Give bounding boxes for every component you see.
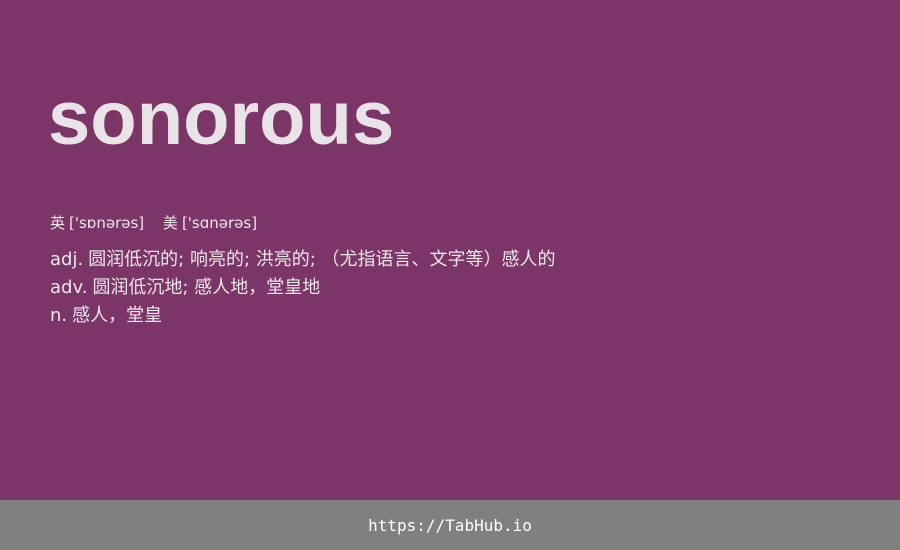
definition-pos: adv.	[50, 277, 88, 298]
phonetic-us-ipa: ['sɑnərəs]	[181, 214, 258, 232]
phonetic-uk-ipa: ['sɒnərəs]	[69, 214, 145, 232]
definition-pos: n.	[50, 305, 68, 326]
definition-adv: adv. 圆润低沉地; 感人地，堂皇地	[50, 274, 556, 302]
definition-pos: adj.	[50, 249, 84, 270]
definition-text: 圆润低沉的; 响亮的; 洪亮的; （尤指语言、文字等）感人的	[88, 249, 556, 270]
definition-adj: adj. 圆润低沉的; 响亮的; 洪亮的; （尤指语言、文字等）感人的	[50, 246, 556, 274]
word-card: sonorous 英 ['sɒnərəs] 美 ['sɑnərəs] adj. 圆润低…	[48, 76, 556, 330]
definition-text: 圆润低沉地; 感人地，堂皇地	[92, 277, 321, 298]
phonetic-uk: 英 ['sɒnərəs]	[50, 212, 144, 234]
footer-bar: https://TabHub.io	[0, 500, 900, 550]
definitions-list: adj. 圆润低沉的; 响亮的; 洪亮的; （尤指语言、文字等）感人的 adv. 圆…	[50, 246, 556, 330]
tabhub-link[interactable]: https://TabHub.io	[368, 515, 532, 535]
phonetic-us: 美 ['sɑnərəs]	[163, 212, 257, 234]
headword: sonorous	[48, 76, 395, 161]
phonetic-us-label: 美	[162, 214, 178, 232]
definition-text: 感人，堂皇	[72, 305, 163, 326]
phonetics-row: 英 ['sɒnərəs] 美 ['sɑnərəs]	[50, 212, 271, 234]
phonetic-uk-label: 英	[50, 214, 66, 232]
definition-n: n. 感人，堂皇	[50, 302, 556, 330]
